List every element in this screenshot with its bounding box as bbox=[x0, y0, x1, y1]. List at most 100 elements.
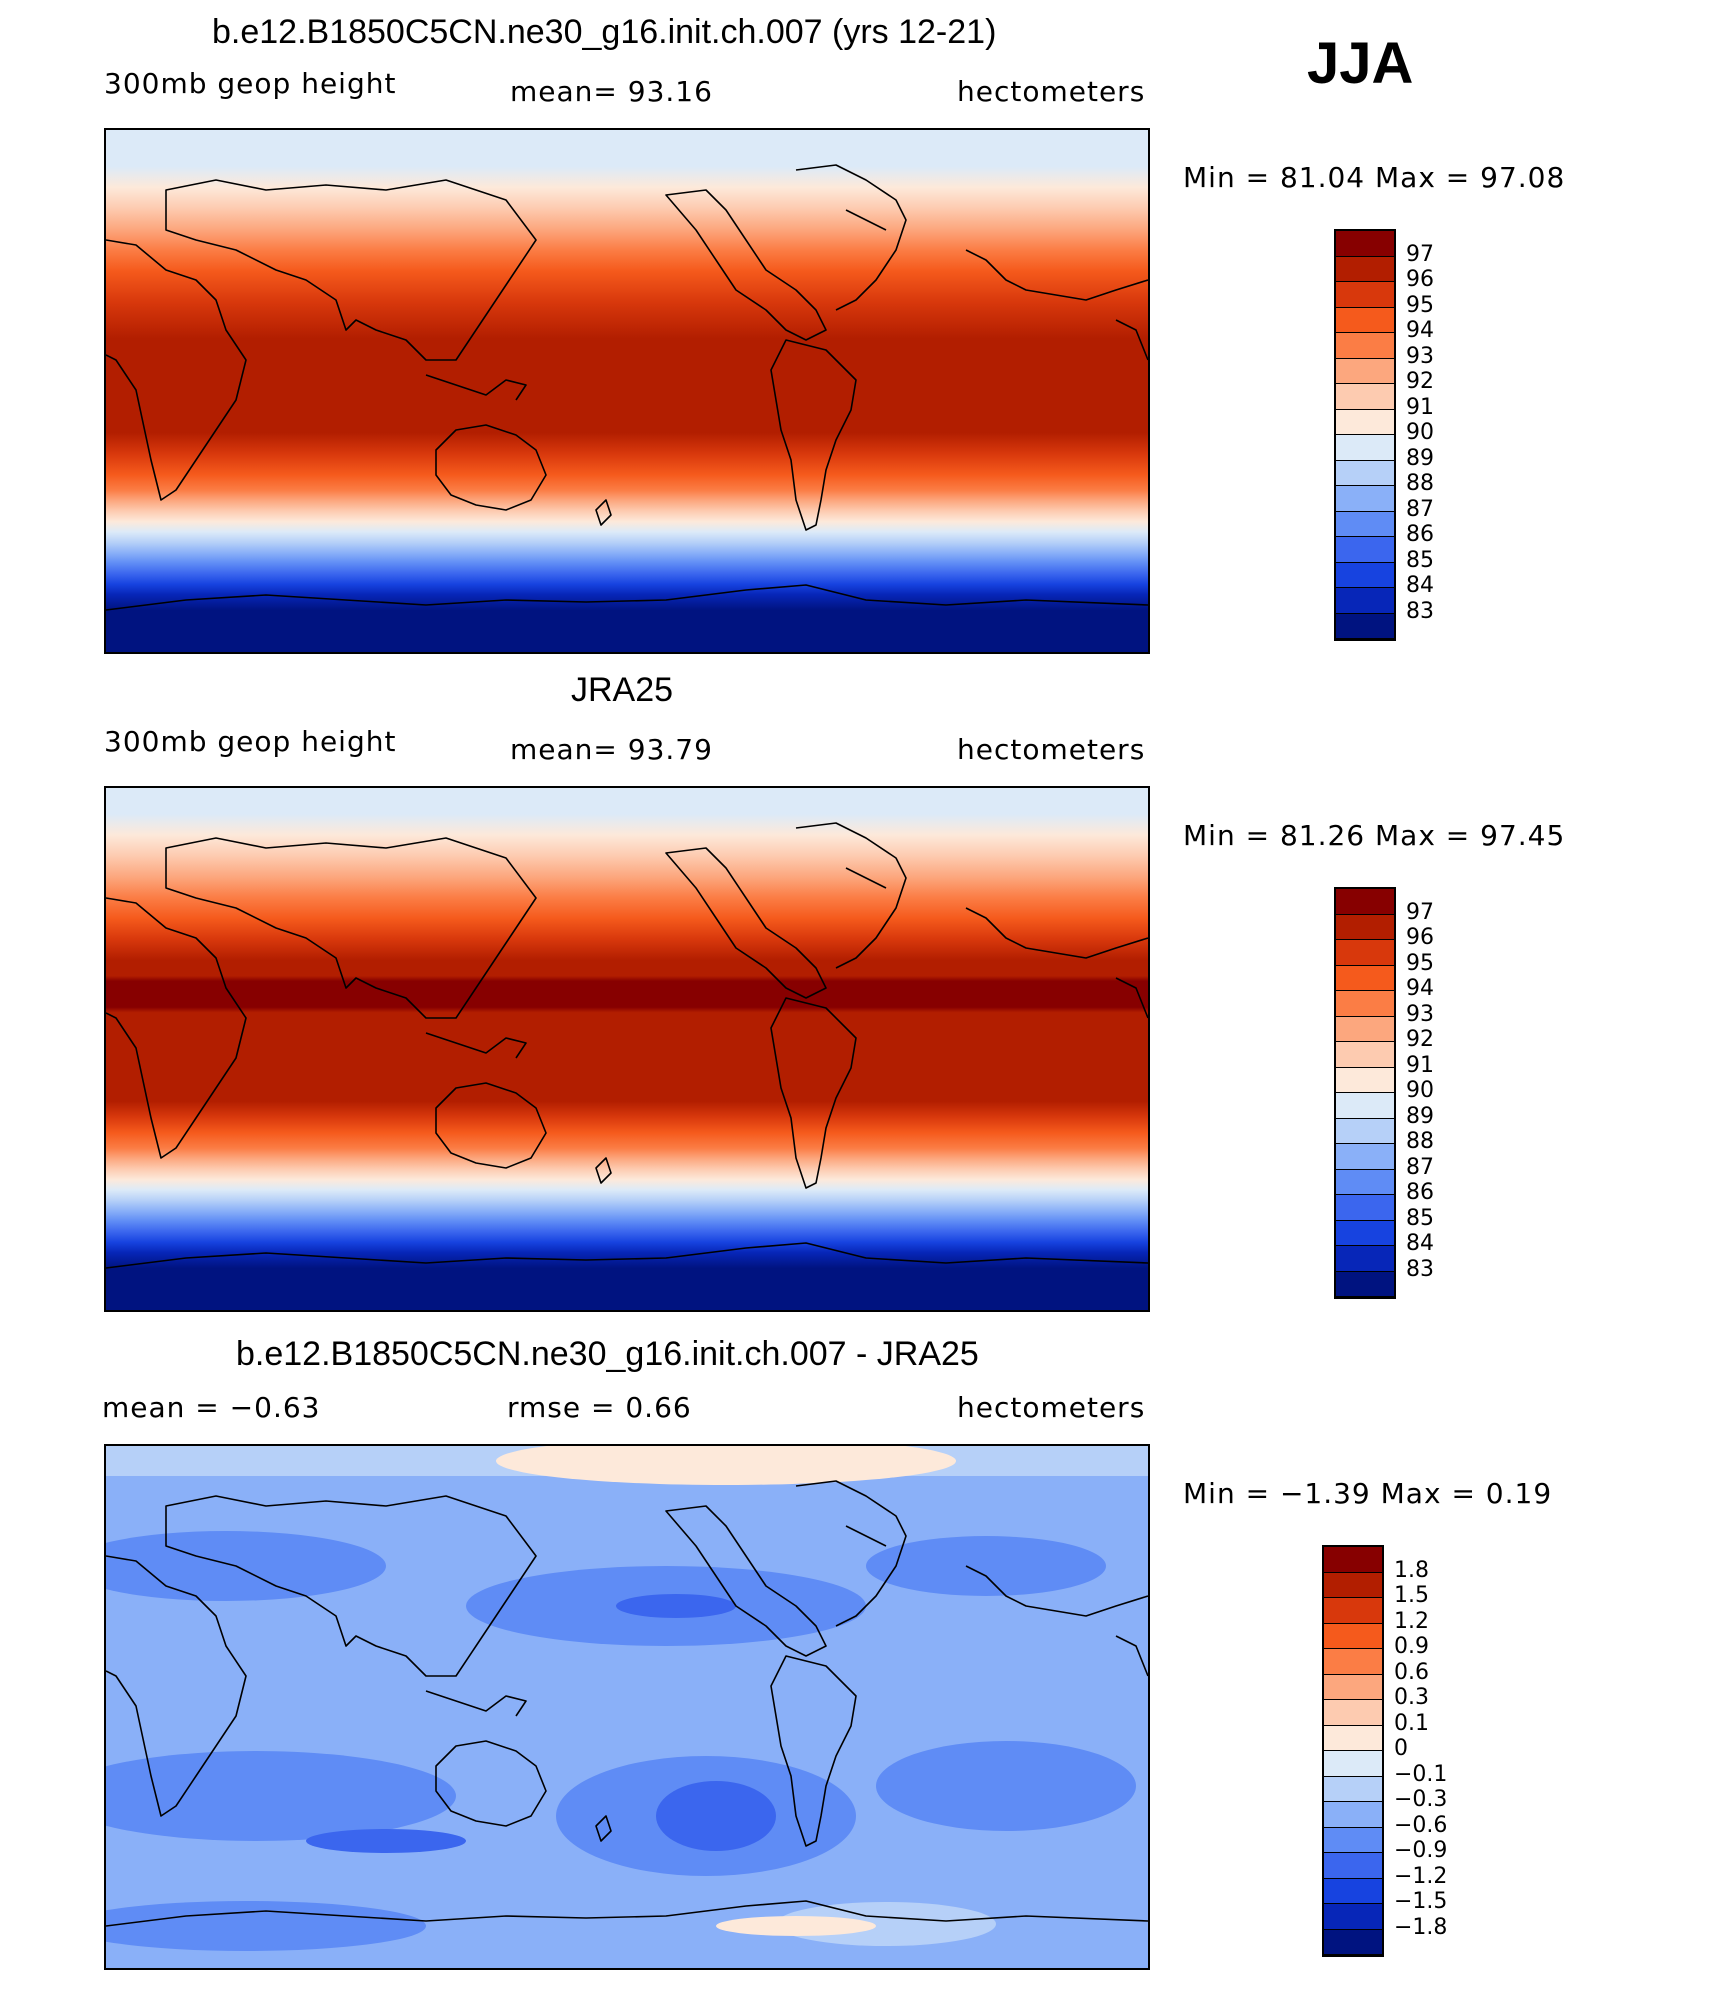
colorbar-tick-label: 85 bbox=[1406, 547, 1434, 573]
colorbar-tick-label: 89 bbox=[1406, 1103, 1434, 1129]
panel-2-units-label: hectometers bbox=[957, 733, 1146, 766]
colorbar-swatch bbox=[1336, 1246, 1394, 1272]
colorbar-swatch bbox=[1336, 1144, 1394, 1170]
coastlines bbox=[106, 1480, 1148, 1927]
colorbar-tick-label: 1.8 bbox=[1394, 1557, 1429, 1583]
colorbar-swatch bbox=[1324, 1827, 1382, 1853]
colorbar-tick-label: 90 bbox=[1406, 420, 1434, 445]
colorbar-tick-label: 97 bbox=[1406, 241, 1434, 267]
panel-3-rmse-label: rmse = 0.66 bbox=[507, 1391, 692, 1424]
panel-1-map bbox=[104, 128, 1150, 654]
panel-2-colorbar-swatches bbox=[1334, 887, 1396, 1299]
colorbar-tick-label: 0.3 bbox=[1394, 1685, 1429, 1710]
colorbar-tick-label: 0.6 bbox=[1394, 1659, 1429, 1685]
colorbar-swatch bbox=[1336, 358, 1394, 384]
panel-3-title: b.e12.B1850C5CN.ne30_g16.init.ch.007 - J… bbox=[236, 1335, 979, 1373]
colorbar-swatch bbox=[1336, 231, 1394, 257]
colorbar-tick-label: 92 bbox=[1406, 369, 1434, 394]
coastlines bbox=[106, 164, 1148, 611]
colorbar-swatch bbox=[1336, 460, 1394, 486]
colorbar-swatch bbox=[1336, 1195, 1394, 1221]
colorbar-swatch bbox=[1336, 409, 1394, 435]
panel-1-minmax: Min = 81.04 Max = 97.08 bbox=[1183, 161, 1566, 194]
colorbar-swatch bbox=[1324, 1853, 1382, 1879]
colorbar-tick-label: 96 bbox=[1406, 267, 1434, 292]
colorbar-tick-label: 90 bbox=[1406, 1078, 1434, 1103]
colorbar-swatch bbox=[1336, 1093, 1394, 1119]
colorbar-tick-label: −0.3 bbox=[1394, 1787, 1448, 1812]
panel-1-variable-label: 300mb geop height bbox=[104, 67, 397, 100]
colorbar-swatch bbox=[1336, 256, 1394, 282]
colorbar-tick-label: 86 bbox=[1406, 1180, 1434, 1205]
colorbar-swatch bbox=[1336, 1271, 1394, 1297]
colorbar-tick-label: 88 bbox=[1406, 471, 1434, 496]
colorbar-tick-label: 84 bbox=[1406, 573, 1434, 598]
panel-3-map bbox=[104, 1444, 1150, 1970]
colorbar-swatch bbox=[1324, 1547, 1382, 1573]
colorbar-swatch bbox=[1336, 940, 1394, 966]
colorbar-swatch bbox=[1336, 435, 1394, 461]
colorbar-swatch bbox=[1324, 1623, 1382, 1649]
colorbar-tick-label: 83 bbox=[1406, 1256, 1434, 1282]
colorbar-tick-label: 94 bbox=[1406, 318, 1434, 343]
colorbar-tick-label: 1.2 bbox=[1394, 1608, 1429, 1634]
colorbar-tick-label: 85 bbox=[1406, 1205, 1434, 1231]
colorbar-tick-label: 87 bbox=[1406, 1154, 1434, 1180]
colorbar-swatch bbox=[1324, 1904, 1382, 1930]
colorbar-swatch bbox=[1336, 613, 1394, 639]
panel-1-mean-label: mean= 93.16 bbox=[510, 75, 713, 108]
colorbar-swatch bbox=[1336, 965, 1394, 991]
colorbar-tick-label: 95 bbox=[1406, 292, 1434, 318]
colorbar-swatch bbox=[1324, 1725, 1382, 1751]
colorbar-swatch bbox=[1336, 384, 1394, 410]
colorbar-tick-label: −1.8 bbox=[1394, 1914, 1448, 1940]
panel-3-minmax: Min = −1.39 Max = 0.19 bbox=[1183, 1477, 1553, 1510]
colorbar-tick-label: 91 bbox=[1406, 1052, 1434, 1078]
colorbar-swatch bbox=[1336, 333, 1394, 359]
coastlines bbox=[106, 822, 1148, 1269]
colorbar-swatch bbox=[1324, 1802, 1382, 1828]
colorbar-swatch bbox=[1336, 1169, 1394, 1195]
panel-2-mean-label: mean= 93.79 bbox=[510, 733, 713, 766]
colorbar-tick-label: 96 bbox=[1406, 925, 1434, 950]
colorbar-swatch bbox=[1336, 1042, 1394, 1068]
colorbar-swatch bbox=[1336, 889, 1394, 915]
colorbar-tick-label: −0.6 bbox=[1394, 1812, 1448, 1838]
colorbar-swatch bbox=[1336, 562, 1394, 588]
colorbar-tick-label: −0.1 bbox=[1394, 1761, 1448, 1787]
colorbar-tick-label: 0 bbox=[1394, 1736, 1408, 1761]
colorbar-tick-label: 93 bbox=[1406, 1001, 1434, 1027]
panel-1-title: b.e12.B1850C5CN.ne30_g16.init.ch.007 (yr… bbox=[212, 13, 997, 51]
colorbar-swatch bbox=[1336, 282, 1394, 308]
colorbar-swatch bbox=[1324, 1649, 1382, 1675]
panel-1-colorbar-swatches bbox=[1334, 229, 1396, 641]
difference-anomaly-fields bbox=[106, 1446, 1148, 1951]
panel-2-map bbox=[104, 786, 1150, 1312]
colorbar-tick-label: 0.1 bbox=[1394, 1710, 1429, 1736]
colorbar-swatch bbox=[1336, 511, 1394, 537]
colorbar-swatch bbox=[1324, 1751, 1382, 1777]
colorbar-tick-label: −1.5 bbox=[1394, 1889, 1448, 1914]
panel-3-mean-label: mean = −0.63 bbox=[102, 1391, 321, 1424]
colorbar-swatch bbox=[1324, 1878, 1382, 1904]
panel-2-title: JRA25 bbox=[571, 671, 674, 709]
colorbar-swatch bbox=[1324, 1700, 1382, 1726]
colorbar-tick-label: 0.9 bbox=[1394, 1634, 1429, 1659]
colorbar-tick-label: 1.5 bbox=[1394, 1583, 1429, 1608]
colorbar-tick-label: 93 bbox=[1406, 343, 1434, 369]
colorbar-swatch bbox=[1336, 588, 1394, 614]
colorbar-swatch bbox=[1336, 1016, 1394, 1042]
panel-1-units-label: hectometers bbox=[957, 75, 1146, 108]
panel-2-minmax: Min = 81.26 Max = 97.45 bbox=[1183, 819, 1566, 852]
colorbar-swatch bbox=[1336, 991, 1394, 1017]
colorbar-swatch bbox=[1324, 1776, 1382, 1802]
panel-3-units-label: hectometers bbox=[957, 1391, 1146, 1424]
colorbar-swatch bbox=[1336, 307, 1394, 333]
colorbar-swatch bbox=[1336, 1220, 1394, 1246]
colorbar-tick-label: 87 bbox=[1406, 496, 1434, 522]
colorbar-swatch bbox=[1336, 1067, 1394, 1093]
colorbar-tick-label: −0.9 bbox=[1394, 1838, 1448, 1863]
season-label: JJA bbox=[1307, 31, 1414, 96]
colorbar-swatch bbox=[1324, 1598, 1382, 1624]
colorbar-swatch bbox=[1336, 1118, 1394, 1144]
